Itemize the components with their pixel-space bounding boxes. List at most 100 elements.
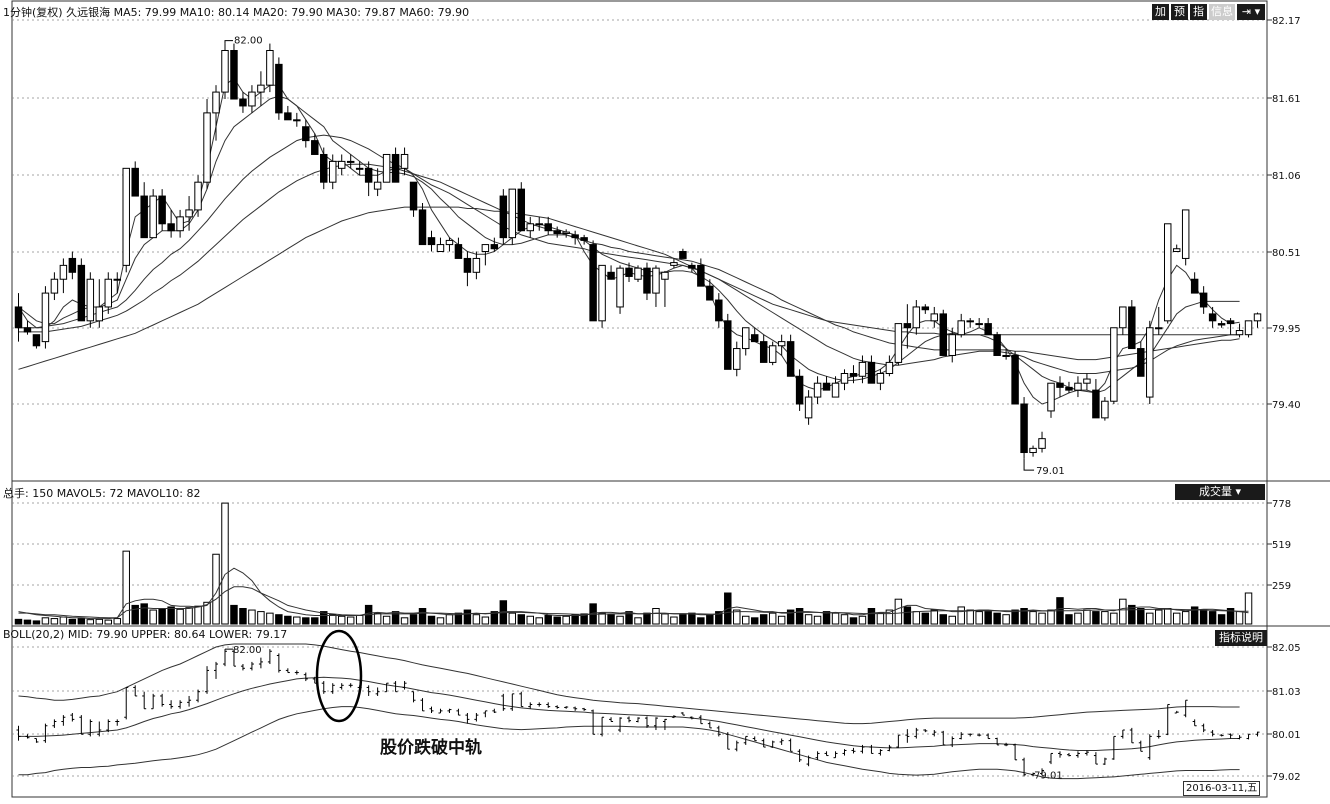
volume-bar	[59, 616, 68, 625]
candle-body	[598, 264, 606, 322]
volume-bar	[706, 614, 714, 625]
candle-body	[364, 167, 373, 183]
ma-line-ma20	[18, 134, 1240, 374]
candle-body	[221, 49, 229, 93]
candle-body	[984, 323, 992, 336]
candle-body	[975, 323, 983, 326]
volume-bar	[1199, 609, 1208, 625]
volume-bar	[1208, 611, 1217, 625]
volume-bar	[804, 614, 813, 625]
volume-tick-label: 519	[1272, 540, 1291, 551]
candle-body	[1083, 378, 1091, 384]
candle-body	[750, 334, 759, 343]
volume-bar	[1101, 611, 1109, 625]
candle-body	[993, 334, 1001, 356]
candle-body	[661, 271, 669, 280]
volume-bar	[1146, 612, 1154, 625]
volume-bar	[948, 615, 956, 625]
candle-body	[68, 257, 77, 273]
volume-bar	[1190, 606, 1199, 625]
volume-bar	[68, 618, 77, 625]
candle-body	[634, 267, 642, 280]
candle-body	[248, 91, 256, 107]
boll-upper-line	[18, 643, 1240, 725]
toolbar-info-button[interactable]: 信息	[1209, 4, 1235, 20]
volume-bar	[302, 617, 310, 625]
max-marker	[224, 40, 233, 44]
candle-body	[293, 119, 301, 122]
volume-bar	[203, 601, 211, 625]
candle-body	[50, 278, 59, 294]
volume-bar	[194, 605, 202, 625]
volume-bar	[185, 607, 193, 625]
candle-body	[203, 112, 211, 183]
price-tick-label: 79.95	[1272, 324, 1301, 335]
toolbar-predict-button[interactable]: 预	[1171, 4, 1188, 20]
candle-body	[840, 373, 849, 384]
candle-body	[831, 382, 840, 398]
candle-body	[1199, 292, 1208, 308]
volume-bar	[427, 615, 436, 625]
volume-bar	[1128, 604, 1136, 625]
boll-header: BOLL(20,2) MID: 79.90 UPPER: 80.64 LOWER…	[3, 628, 288, 641]
candle-body	[239, 98, 247, 107]
cursor-date-label: 2016-03-11,五	[1183, 781, 1261, 796]
candle-body	[589, 244, 597, 322]
volume-bar	[1047, 609, 1055, 625]
volume-bar	[1029, 611, 1037, 625]
ma-line-ma10	[18, 95, 1240, 394]
boll-tick-label: 82.05	[1272, 643, 1301, 654]
volume-bar	[1226, 608, 1235, 625]
volume-bar	[275, 614, 283, 625]
volume-bar	[813, 615, 822, 625]
candle-body	[957, 320, 965, 336]
indicator-help-button[interactable]: 指标说明	[1215, 630, 1267, 646]
candle-body	[445, 239, 454, 246]
boll-lower-line	[18, 706, 1240, 780]
candle-body	[454, 244, 463, 259]
volume-bar	[472, 614, 481, 625]
candle-body	[266, 49, 274, 86]
candle-body	[679, 251, 687, 259]
candle-body	[867, 361, 876, 384]
volume-indicator-button[interactable]: 成交量 ▾	[1175, 484, 1265, 500]
volume-bar	[858, 615, 867, 625]
candle-body	[1253, 313, 1262, 322]
ma-line-ma5	[18, 77, 1240, 405]
candle-body	[733, 348, 741, 370]
volume-bar	[867, 608, 876, 625]
candle-body	[337, 160, 346, 169]
volume-bar	[652, 608, 660, 625]
candle-body	[715, 299, 723, 322]
candle-body	[777, 341, 786, 347]
candle-body	[86, 278, 95, 322]
candle-body	[418, 209, 427, 246]
volume-bar	[849, 617, 858, 625]
boll-max-label: 82.00	[233, 645, 262, 656]
candle-body	[275, 63, 283, 114]
volume-bar	[1217, 614, 1226, 625]
candle-body	[625, 267, 633, 277]
candle-body	[391, 153, 400, 183]
volume-bar	[1083, 609, 1091, 625]
price-tick-label: 79.40	[1272, 400, 1301, 411]
candle-body	[1172, 248, 1181, 253]
volume-bar	[1020, 608, 1028, 625]
toolbar-indicator-button[interactable]: 指	[1190, 4, 1207, 20]
candle-body	[490, 244, 499, 250]
dock-arrow-icon[interactable]: ⇥ ▾	[1237, 4, 1265, 20]
volume-bar	[1155, 609, 1163, 625]
candle-body	[652, 267, 660, 294]
candle-body	[302, 126, 310, 142]
candle-body	[1208, 313, 1217, 322]
candle-body	[1092, 389, 1100, 419]
volume-bar	[598, 612, 606, 625]
max-price-label: 82.00	[234, 36, 263, 47]
candle-body	[1155, 327, 1163, 330]
candle-body	[813, 382, 822, 398]
candle-body	[355, 167, 364, 170]
toolbar-add-button[interactable]: 加	[1152, 4, 1169, 20]
volume-bar	[86, 619, 95, 625]
candle-body	[1190, 278, 1199, 294]
volume-bar	[697, 617, 705, 625]
